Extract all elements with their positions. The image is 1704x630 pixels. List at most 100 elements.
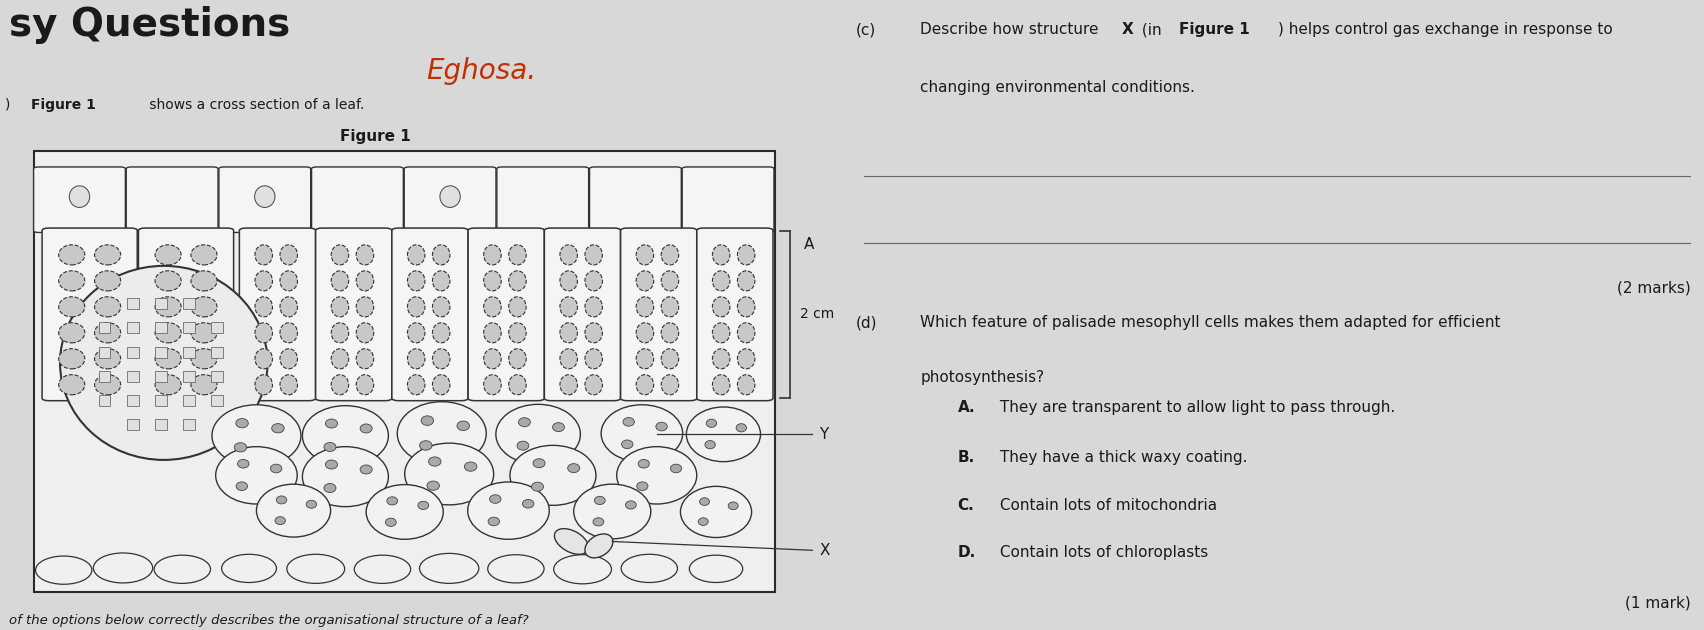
Ellipse shape (736, 423, 746, 432)
Ellipse shape (356, 375, 373, 395)
Bar (211, 371, 223, 382)
Ellipse shape (705, 419, 717, 427)
Ellipse shape (256, 297, 273, 317)
Ellipse shape (279, 323, 298, 343)
Bar (34, 151, 775, 592)
Ellipse shape (94, 349, 121, 369)
Ellipse shape (636, 245, 654, 265)
FancyBboxPatch shape (138, 228, 233, 401)
Text: ) helps control gas exchange in response to: ) helps control gas exchange in response… (1278, 22, 1612, 37)
FancyBboxPatch shape (620, 228, 697, 401)
Text: X: X (1121, 22, 1133, 37)
Ellipse shape (331, 349, 349, 369)
Ellipse shape (324, 483, 336, 493)
Text: Which feature of palisade mesophyll cells makes them adapted for efficient: Which feature of palisade mesophyll cell… (920, 315, 1501, 330)
Bar (182, 346, 194, 358)
Bar (182, 371, 194, 382)
Ellipse shape (58, 349, 85, 369)
Ellipse shape (636, 349, 654, 369)
Ellipse shape (661, 297, 678, 317)
Ellipse shape (700, 498, 709, 505)
Ellipse shape (738, 271, 755, 291)
Ellipse shape (237, 459, 249, 468)
Ellipse shape (561, 375, 578, 395)
Ellipse shape (636, 375, 654, 395)
Ellipse shape (561, 271, 578, 291)
Text: of the options below correctly describes the organisational structure of a leaf?: of the options below correctly describes… (9, 614, 528, 627)
Ellipse shape (191, 375, 216, 395)
Ellipse shape (584, 323, 603, 343)
Ellipse shape (738, 375, 755, 395)
Ellipse shape (712, 323, 729, 343)
Text: (d): (d) (855, 315, 878, 330)
Text: Figure 1: Figure 1 (31, 98, 95, 112)
Ellipse shape (191, 271, 216, 291)
Ellipse shape (94, 323, 121, 343)
Ellipse shape (661, 349, 678, 369)
Ellipse shape (561, 245, 578, 265)
Ellipse shape (356, 271, 373, 291)
Ellipse shape (94, 271, 121, 291)
Ellipse shape (738, 297, 755, 317)
FancyBboxPatch shape (544, 228, 620, 401)
Ellipse shape (419, 553, 479, 583)
Bar (155, 371, 167, 382)
Ellipse shape (58, 297, 85, 317)
Ellipse shape (279, 297, 298, 317)
Ellipse shape (153, 555, 211, 583)
Bar (182, 420, 194, 430)
Ellipse shape (712, 271, 729, 291)
Ellipse shape (595, 496, 605, 505)
Ellipse shape (356, 323, 373, 343)
Ellipse shape (428, 481, 440, 490)
Bar (155, 420, 167, 430)
Ellipse shape (58, 323, 85, 343)
Ellipse shape (36, 556, 92, 584)
Ellipse shape (523, 500, 533, 508)
Ellipse shape (233, 443, 247, 452)
Ellipse shape (279, 349, 298, 369)
Ellipse shape (561, 349, 578, 369)
Ellipse shape (487, 555, 544, 583)
Ellipse shape (518, 418, 530, 427)
Ellipse shape (661, 245, 678, 265)
Ellipse shape (385, 518, 397, 527)
Ellipse shape (407, 297, 424, 317)
Ellipse shape (254, 186, 274, 207)
Ellipse shape (256, 323, 273, 343)
Bar (155, 298, 167, 309)
FancyBboxPatch shape (126, 167, 218, 232)
Text: (2 marks): (2 marks) (1617, 280, 1690, 295)
Bar (155, 395, 167, 406)
Ellipse shape (484, 375, 501, 395)
Ellipse shape (625, 501, 636, 509)
FancyBboxPatch shape (590, 167, 682, 232)
Ellipse shape (407, 375, 424, 395)
Text: A: A (804, 237, 815, 252)
Ellipse shape (465, 462, 477, 471)
Ellipse shape (636, 323, 654, 343)
Ellipse shape (687, 407, 760, 462)
Ellipse shape (70, 186, 90, 207)
Ellipse shape (433, 297, 450, 317)
Ellipse shape (457, 421, 470, 430)
Ellipse shape (421, 416, 433, 425)
Ellipse shape (211, 404, 302, 466)
Ellipse shape (256, 271, 273, 291)
Ellipse shape (356, 245, 373, 265)
Text: changing environmental conditions.: changing environmental conditions. (920, 80, 1195, 95)
Ellipse shape (407, 323, 424, 343)
Ellipse shape (58, 245, 85, 265)
Ellipse shape (94, 553, 153, 583)
Ellipse shape (397, 402, 486, 465)
Bar (211, 395, 223, 406)
FancyBboxPatch shape (315, 228, 392, 401)
FancyBboxPatch shape (404, 167, 496, 232)
Ellipse shape (155, 271, 181, 291)
Ellipse shape (738, 323, 755, 343)
Bar (155, 346, 167, 358)
Ellipse shape (712, 297, 729, 317)
Ellipse shape (617, 447, 697, 504)
Ellipse shape (360, 465, 371, 474)
Ellipse shape (567, 464, 579, 472)
